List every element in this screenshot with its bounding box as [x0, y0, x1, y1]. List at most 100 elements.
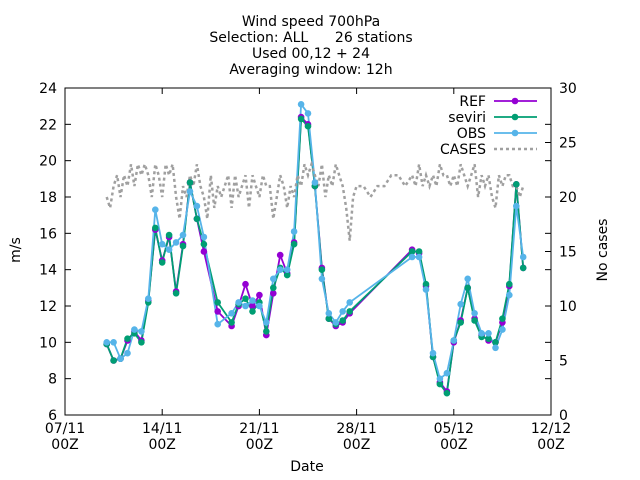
data-point-seviri	[242, 295, 249, 303]
data-point-seviri	[346, 308, 354, 315]
data-point-seviri	[506, 280, 513, 288]
data-point-seviri	[124, 335, 131, 343]
data-point-obs	[415, 253, 423, 261]
y2-tick-label: 25	[559, 136, 577, 152]
data-point-obs	[152, 206, 159, 213]
y-tick-label: 6	[48, 408, 57, 424]
data-point-seviri	[415, 248, 423, 255]
data-point-obs	[124, 349, 131, 357]
data-point-seviri	[519, 264, 527, 272]
y2-tick-label: 15	[559, 245, 577, 261]
y2-tick-label: 10	[559, 299, 577, 315]
data-point-obs	[290, 228, 298, 235]
data-point-obs	[519, 253, 527, 261]
data-point-seviri	[443, 389, 451, 397]
data-point-seviri	[138, 339, 145, 346]
data-point-obs	[499, 326, 506, 333]
title-line-3: Used 00,12 + 24	[252, 46, 370, 62]
data-point-ref	[249, 302, 256, 310]
x-tick-label: 05/12	[434, 421, 474, 437]
data-point-obs	[325, 310, 333, 317]
data-point-obs	[443, 369, 451, 377]
x-tick-sublabel: 00Z	[246, 437, 273, 453]
x-tick-sublabel: 00Z	[51, 437, 78, 453]
data-point-seviri	[193, 215, 201, 223]
data-point-obs	[339, 308, 347, 315]
data-point-seviri	[290, 240, 298, 248]
data-point-obs	[506, 291, 513, 299]
y-tick-label: 20	[39, 154, 57, 170]
data-point-obs	[172, 239, 180, 246]
series-line-seviri	[105, 116, 525, 396]
data-point-obs	[193, 202, 201, 210]
data-point-obs	[450, 337, 458, 344]
data-point-obs	[318, 275, 326, 283]
data-point-obs	[179, 231, 187, 239]
legend-marker-obs	[511, 129, 519, 137]
data-point-obs	[464, 275, 472, 283]
x-tick-label: 12/12	[531, 421, 571, 437]
data-point-obs	[103, 339, 110, 346]
data-point-obs	[485, 330, 492, 337]
data-point-seviri	[471, 317, 478, 324]
data-point-obs	[471, 310, 478, 317]
data-point-obs	[436, 375, 444, 383]
data-point-obs	[263, 319, 270, 326]
chart-title: Wind speed 700hPa Selection: ALL 26 stat…	[209, 14, 412, 78]
data-point-obs	[214, 320, 221, 328]
data-point-obs	[304, 110, 312, 117]
data-point-seviri	[270, 284, 277, 292]
y2-tick-label: 20	[559, 190, 577, 206]
y-tick-label: 14	[39, 263, 57, 279]
x-tick-label: 14/11	[142, 421, 182, 437]
data-point-seviri	[408, 248, 416, 255]
data-point-obs	[117, 355, 124, 363]
data-point-seviri	[249, 308, 256, 315]
data-point-obs	[492, 344, 499, 352]
data-point-seviri	[492, 339, 499, 346]
legend-label-ref: REF	[459, 94, 486, 110]
data-point-obs	[186, 188, 194, 195]
data-point-ref	[256, 291, 263, 299]
data-point-seviri	[436, 380, 444, 388]
y2-axis-label: No cases	[595, 219, 611, 282]
data-point-obs	[346, 299, 354, 306]
data-point-seviri	[318, 266, 326, 274]
y-tick-label: 16	[39, 226, 57, 242]
data-point-obs	[200, 233, 208, 241]
data-point-seviri	[214, 299, 221, 306]
y2-tick-label: 30	[559, 81, 577, 97]
data-point-ref	[276, 251, 284, 259]
legend-label-seviri: seviri	[448, 110, 486, 126]
data-point-obs	[422, 286, 430, 293]
data-point-obs	[270, 275, 277, 283]
y2-tick-label: 5	[559, 354, 568, 370]
data-point-seviri	[457, 319, 465, 326]
data-point-seviri	[172, 290, 180, 297]
title-line-4: Averaging window: 12h	[229, 62, 392, 78]
x-tick-label: 07/11	[45, 421, 85, 437]
title-line-2: Selection: ALL 26 stations	[209, 30, 412, 46]
x-tick-sublabel: 00Z	[148, 437, 175, 453]
data-point-obs	[138, 328, 145, 335]
y-tick-label: 12	[39, 299, 57, 315]
data-point-ref	[270, 290, 277, 297]
data-point-obs	[276, 266, 284, 274]
data-point-seviri	[297, 115, 305, 123]
data-point-obs	[131, 326, 138, 333]
x-tick-sublabel: 00Z	[440, 437, 467, 453]
data-point-seviri	[152, 224, 159, 232]
y-tick-label: 24	[39, 81, 57, 97]
data-point-seviri	[158, 259, 166, 266]
y2-tick-label: 0	[559, 408, 568, 424]
data-point-obs	[297, 101, 305, 108]
y-tick-label: 22	[39, 117, 57, 133]
data-point-obs	[228, 310, 235, 317]
data-point-seviri	[200, 240, 208, 248]
data-point-seviri	[110, 357, 117, 364]
series-line-cases	[105, 160, 525, 241]
x-axis-label: Date	[290, 459, 323, 475]
data-point-obs	[332, 319, 340, 326]
data-point-obs	[513, 202, 520, 210]
